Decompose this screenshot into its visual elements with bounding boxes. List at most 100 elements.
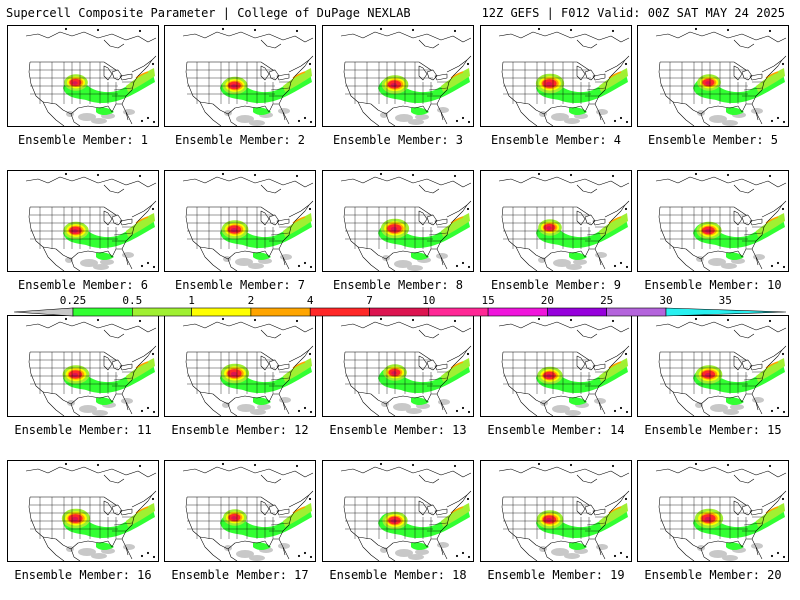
map-outline: [182, 27, 314, 126]
colorbar-tick-label: 30: [659, 294, 672, 307]
ensemble-member-map: [7, 170, 159, 272]
colorbar-tick-label: 1: [188, 294, 195, 307]
ensemble-member-label: Ensemble Member: 20: [644, 568, 782, 582]
scp-field: [220, 213, 312, 269]
ensemble-member-label: Ensemble Member: 2: [174, 133, 306, 147]
ensemble-member-label: Ensemble Member: 4: [490, 133, 622, 147]
ensemble-member-map: [637, 170, 789, 272]
ensemble-member-label: Ensemble Member: 14: [487, 423, 625, 437]
map-outline: [182, 317, 314, 416]
map-outline: [340, 462, 472, 561]
map-outline: [25, 317, 157, 416]
ensemble-member-label: Ensemble Member: 18: [329, 568, 467, 582]
colorbar-tick-label: 25: [600, 294, 613, 307]
scp-field: [536, 213, 628, 270]
scp-field: [378, 358, 470, 414]
colorbar-tick-label: 0.25: [60, 294, 87, 307]
ensemble-member-label: Ensemble Member: 17: [171, 568, 309, 582]
map-outline: [498, 172, 630, 271]
ensemble-member-map: [322, 25, 474, 127]
colorbar-segment: [250, 307, 311, 317]
colorbar-tick-label: 7: [366, 294, 373, 307]
ensemble-member-map: [164, 170, 316, 272]
ensemble-member-map: [480, 315, 632, 417]
ensemble-member-map: [322, 170, 474, 272]
colorbar-segment: [309, 307, 370, 317]
scp-field: [378, 213, 470, 271]
ensemble-member-map: [7, 315, 159, 417]
colorbar-right-arrow: [665, 307, 787, 317]
ensemble-member-map: [7, 460, 159, 562]
colorbar-segment: [72, 307, 133, 317]
ensemble-member-label: Ensemble Member: 10: [644, 278, 782, 292]
colorbar-tick-label: 4: [307, 294, 314, 307]
scp-field: [63, 68, 155, 124]
ensemble-member-label: Ensemble Member: 11: [14, 423, 152, 437]
ensemble-member-map: [480, 25, 632, 127]
scp-field: [693, 358, 785, 415]
map-outline: [655, 317, 787, 416]
map-outline: [25, 462, 157, 561]
colorbar-segment: [606, 307, 667, 317]
scp-field: [536, 503, 628, 559]
map-outline: [340, 172, 472, 271]
scp-field: [535, 68, 628, 124]
ensemble-member-map: [637, 315, 789, 417]
scp-field: [220, 358, 312, 415]
ensemble-member-label: Ensemble Member: 1: [17, 133, 149, 147]
colorbar-segment: [191, 307, 252, 317]
scp-field: [693, 503, 785, 561]
colorbar-tick-label: 20: [541, 294, 554, 307]
map-outline: [498, 27, 630, 126]
scp-field: [62, 358, 155, 416]
valid-time-title: 12Z GEFS | F012 Valid: 00Z SAT MAY 24 20…: [481, 6, 785, 20]
map-outline: [182, 462, 314, 561]
scp-field: [693, 213, 785, 269]
scp-field: [536, 358, 628, 416]
colorbar-tick-label: 10: [422, 294, 435, 307]
scp-field: [61, 503, 155, 559]
ensemble-member-label: Ensemble Member: 9: [490, 278, 622, 292]
colorbar-tick-label: 15: [481, 294, 494, 307]
colorbar-tick-label: 0.5: [122, 294, 142, 307]
color-scale-bar: 0.25 0.5 1 2 4 7 10 15 20 25 30 35: [13, 294, 787, 317]
colorbar-left-arrow: [13, 307, 74, 317]
ensemble-member-map: [637, 25, 789, 127]
colorbar-tick-label: 2: [248, 294, 255, 307]
page-title: Supercell Composite Parameter | College …: [6, 6, 411, 20]
ensemble-member-label: Ensemble Member: 19: [487, 568, 625, 582]
scp-field: [63, 213, 155, 270]
ensemble-member-label: Ensemble Member: 3: [332, 133, 464, 147]
map-outline: [498, 462, 630, 561]
ensemble-member-label: Ensemble Member: 13: [329, 423, 467, 437]
ensemble-member-label: Ensemble Member: 8: [332, 278, 464, 292]
ensemble-member-label: Ensemble Member: 7: [174, 278, 306, 292]
ensemble-member-map: [164, 315, 316, 417]
colorbar-tick-label: 35: [719, 294, 732, 307]
scp-field: [378, 68, 470, 125]
map-outline: [25, 172, 157, 271]
scp-field: [220, 68, 312, 126]
ensemble-member-map: [164, 25, 316, 127]
map-outline: [340, 27, 472, 126]
map-outline: [655, 172, 787, 271]
map-outline: [182, 172, 314, 271]
ensemble-member-map: [480, 170, 632, 272]
ensemble-member-label: Ensemble Member: 15: [644, 423, 782, 437]
ensemble-member-map: [637, 460, 789, 562]
ensemble-member-map: [7, 25, 159, 127]
map-outline: [655, 462, 787, 561]
map-outline: [498, 317, 630, 416]
ensemble-member-label: Ensemble Member: 16: [14, 568, 152, 582]
colorbar-segment: [428, 307, 489, 317]
colorbar-segment: [369, 307, 430, 317]
map-outline: [25, 27, 157, 126]
map-outline: [340, 317, 472, 416]
ensemble-member-map: [480, 460, 632, 562]
ensemble-member-map: [322, 460, 474, 562]
scp-field: [378, 503, 470, 560]
ensemble-member-map: [164, 460, 316, 562]
ensemble-member-map: [322, 315, 474, 417]
ensemble-member-label: Ensemble Member: 12: [171, 423, 309, 437]
colorbar-segment: [487, 307, 548, 317]
